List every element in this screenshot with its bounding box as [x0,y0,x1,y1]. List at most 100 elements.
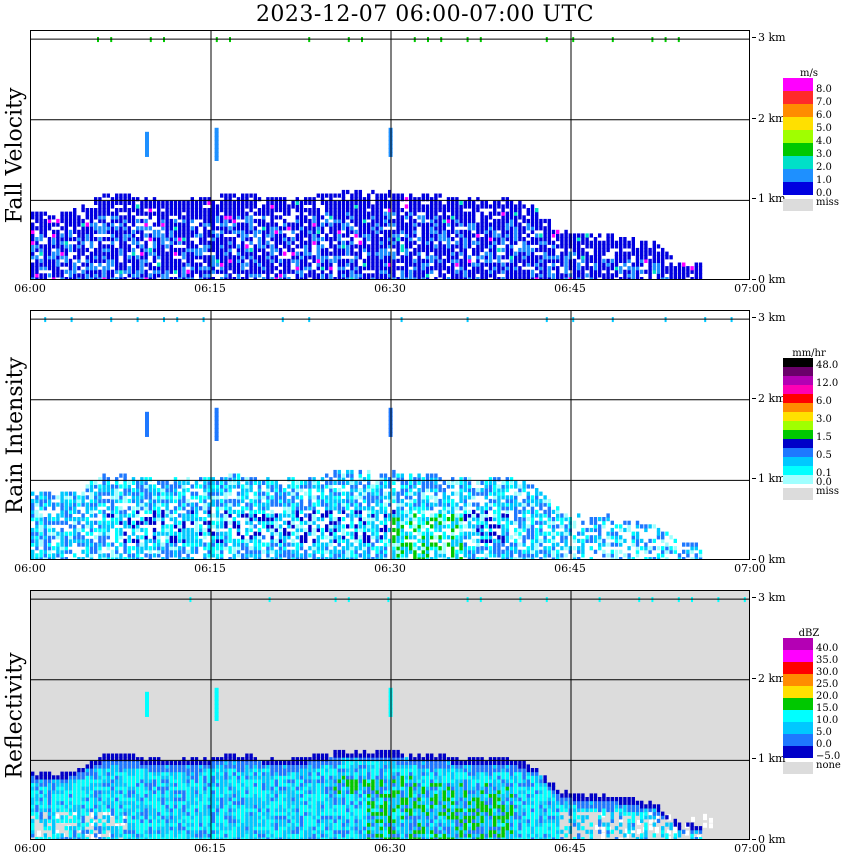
echo-cell [236,233,241,238]
echo-cell [619,255,623,260]
echo-cell [220,266,224,271]
echo-cell [358,473,362,478]
echo-cell [140,557,144,559]
echo-cell [409,258,413,263]
echo-cell [425,251,430,256]
echo-cell [316,488,320,493]
echo-cell [602,277,606,279]
echo-cell [136,204,140,209]
echo-cell [329,498,333,504]
echo-cell [430,517,434,522]
echo-cell [165,527,169,533]
echo-cell [358,211,362,216]
echo-cell [169,255,173,260]
echo-cell [505,480,509,485]
echo-cell [270,226,274,231]
echo-cell [350,542,354,547]
echo-cell [488,477,493,482]
echo-cell [312,273,316,278]
echo-cell [89,502,94,507]
echo-cell [169,495,173,500]
echo-cell [455,538,459,543]
echo-cell [509,244,514,249]
echo-cell [442,506,446,511]
echo-cell [257,266,262,271]
echo-cell [413,535,417,540]
echo-cell [350,495,354,500]
echo-cell [568,517,572,522]
echo-cell [333,193,337,198]
echo-cell [329,200,333,205]
echo-cell [173,226,178,231]
echo-cell [186,477,190,482]
echo-cell [514,222,518,227]
echo-cell [115,262,119,267]
echo-cell [98,502,102,507]
echo-cell [564,244,568,249]
echo-cell [144,200,148,205]
echo-cell [56,513,60,518]
echo-cell [488,517,493,522]
echo-cell [581,542,585,547]
echo-cell [375,502,379,507]
echo-cell [661,255,665,260]
echo-cell [623,269,627,274]
echo-cell [64,262,68,267]
echo-cell [199,240,203,245]
echo-cell [148,488,152,493]
echo-cell [497,218,501,224]
echo-cell [236,255,241,260]
echo-cell [60,240,64,245]
echo-cell [228,193,232,198]
echo-cell [551,520,556,525]
echo-cell [81,535,85,540]
echo-cell [119,277,123,279]
echo-cell [514,480,518,485]
echo-cell [413,262,417,267]
echo-cell [598,524,602,529]
echo-cell [320,546,325,551]
echo-cell [547,255,551,260]
echo-cell [472,509,476,514]
echo-cell [94,520,98,525]
echo-cell [85,495,89,500]
echo-cell [316,495,320,500]
echo-cell [308,524,312,529]
echo-cell [253,233,257,238]
echo-cell [152,255,157,260]
echo-cell [165,502,169,507]
echo-cell [178,480,182,485]
echo-cell [262,215,266,220]
echo-cell [241,266,245,271]
echo-cell [476,208,480,213]
echo-cell [106,524,110,529]
echo-cell [442,277,446,279]
echo-cell [388,258,392,263]
echo-cell [425,488,430,493]
echo-cell [85,488,89,493]
echo-cell [434,553,438,558]
echo-cell [346,273,350,278]
echo-cell [39,506,43,511]
echo-cell [379,193,383,198]
echo-cell [274,266,278,271]
echo-cell [228,229,232,234]
echo-cell [329,226,333,231]
echo-cell [278,197,283,202]
echo-cell [333,491,337,496]
echo-cell [186,222,190,227]
echo-cell [396,535,400,540]
echo-cell [236,553,241,558]
echo-cell [442,546,446,551]
echo-cell [270,244,274,249]
echo-cell [98,509,102,514]
echo-cell [283,513,287,518]
echo-cell [161,247,165,253]
echo-cell [417,538,421,543]
echo-cell [329,538,333,543]
echo-cell [253,266,257,271]
echo-cell [417,215,421,220]
echo-cell [484,237,488,242]
echo-cell [169,208,173,213]
echo-cell [501,484,505,489]
